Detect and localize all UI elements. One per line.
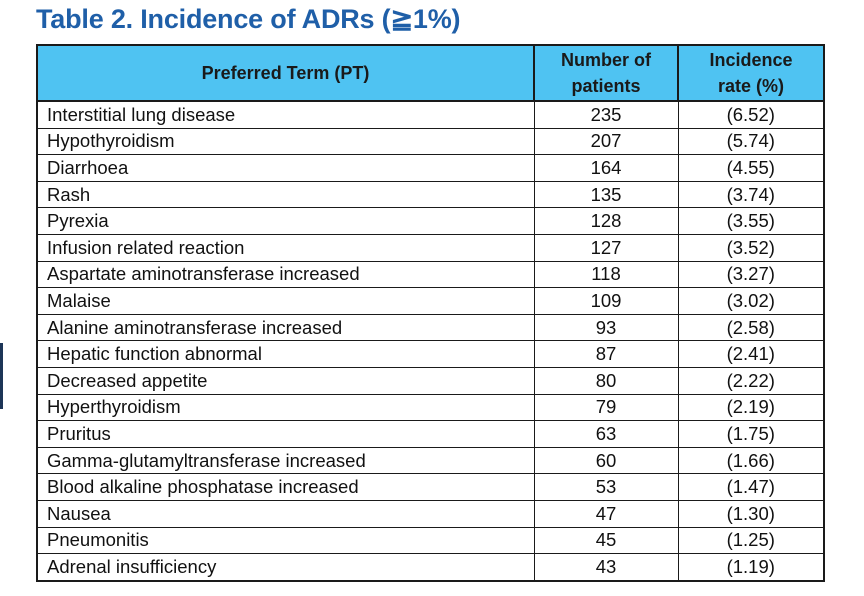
patients-cell: 53 xyxy=(533,473,679,501)
incidence-rate-cell: (6.52) xyxy=(677,100,825,129)
incidence-rate-cell: (1.47) xyxy=(677,473,825,501)
adr-table: Preferred Term (PT) Number of patients I… xyxy=(36,44,825,582)
preferred-term-cell: Pyrexia xyxy=(36,207,535,235)
table-row: Alanine aminotransferase increased 93 (2.5… xyxy=(36,313,825,342)
table-header: Preferred Term (PT) Number of patients I… xyxy=(36,44,825,102)
preferred-term-cell: Alanine aminotransferase increased xyxy=(36,313,535,342)
table-title: Table 2. Incidence of ADRs (≧1%) xyxy=(36,4,461,34)
incidence-rate-cell: (3.55) xyxy=(677,207,825,235)
preferred-term-cell: Decreased appetite xyxy=(36,366,535,395)
preferred-term-cell: Gamma-glutamyltransferase increased xyxy=(36,446,535,475)
preferred-term-cell: Blood alkaline phosphatase increased xyxy=(36,473,535,501)
header-number-line2: patients xyxy=(571,76,641,96)
patients-cell: 47 xyxy=(533,499,679,528)
table-row: Blood alkaline phosphatase increased 53 (1… xyxy=(36,473,825,501)
left-edge-bar xyxy=(0,343,3,409)
patients-cell: 164 xyxy=(533,154,679,182)
preferred-term-cell: Hyperthyroidism xyxy=(36,393,535,422)
table-row: Pyrexia 128 (3.55) xyxy=(36,207,825,235)
incidence-rate-cell: (2.41) xyxy=(677,340,825,368)
header-incidence-rate: Incidence rate (%) xyxy=(677,44,825,102)
preferred-term-cell: Pneumonitis xyxy=(36,526,535,555)
table-row: Infusion related reaction 127 (3.52) xyxy=(36,233,825,262)
table-row: Nausea 47 (1.30) xyxy=(36,499,825,528)
incidence-rate-cell: (1.75) xyxy=(677,420,825,448)
preferred-term-cell: Infusion related reaction xyxy=(36,233,535,262)
table-row: Adrenal insufficiency 43 (1.19) xyxy=(36,553,825,582)
patients-cell: 79 xyxy=(533,393,679,422)
patients-cell: 118 xyxy=(533,260,679,289)
incidence-rate-cell: (4.55) xyxy=(677,154,825,182)
header-number-line1: Number of xyxy=(561,50,651,70)
patients-cell: 207 xyxy=(533,127,679,156)
patients-cell: 109 xyxy=(533,287,679,315)
preferred-term-cell: Nausea xyxy=(36,499,535,528)
table-row: Gamma-glutamyltransferase increased 60 (1.… xyxy=(36,446,825,475)
preferred-term-cell: Hepatic function abnormal xyxy=(36,340,535,368)
table-row: Pruritus 63 (1.75) xyxy=(36,420,825,448)
incidence-rate-cell: (3.52) xyxy=(677,233,825,262)
incidence-rate-cell: (1.25) xyxy=(677,526,825,555)
table-row: Decreased appetite 80 (2.22) xyxy=(36,366,825,395)
incidence-rate-cell: (1.19) xyxy=(677,553,825,582)
header-preferred-term: Preferred Term (PT) xyxy=(36,44,535,102)
table-row: Pneumonitis 45 (1.25) xyxy=(36,526,825,555)
patients-cell: 127 xyxy=(533,233,679,262)
table-row: Interstitial lung disease 235 (6.52) xyxy=(36,100,825,129)
patients-cell: 63 xyxy=(533,420,679,448)
header-row: Preferred Term (PT) Number of patients I… xyxy=(36,44,825,102)
patients-cell: 43 xyxy=(533,553,679,582)
header-rate-line1: Incidence xyxy=(709,50,793,70)
patients-cell: 60 xyxy=(533,446,679,475)
preferred-term-cell: Pruritus xyxy=(36,420,535,448)
patients-cell: 135 xyxy=(533,180,679,209)
incidence-rate-cell: (2.19) xyxy=(677,393,825,422)
incidence-rate-cell: (3.27) xyxy=(677,260,825,289)
table-row: Rash 135 (3.74) xyxy=(36,180,825,209)
preferred-term-cell: Adrenal insufficiency xyxy=(36,553,535,582)
patients-cell: 235 xyxy=(533,100,679,129)
preferred-term-cell: Diarrhoea xyxy=(36,154,535,182)
preferred-term-cell: Malaise xyxy=(36,287,535,315)
incidence-rate-cell: (3.74) xyxy=(677,180,825,209)
patients-cell: 87 xyxy=(533,340,679,368)
table-row: Aspartate aminotransferase increased 118(… xyxy=(36,260,825,289)
patients-cell: 128 xyxy=(533,207,679,235)
table-row: Hepatic function abnormal 87 (2.41) xyxy=(36,340,825,368)
table-row: Hypothyroidism 207 (5.74) xyxy=(36,127,825,156)
incidence-rate-cell: (2.22) xyxy=(677,366,825,395)
preferred-term-cell: Interstitial lung disease xyxy=(36,100,535,129)
incidence-rate-cell: (5.74) xyxy=(677,127,825,156)
table-body: Interstitial lung disease 235 (6.52) Hypoth… xyxy=(36,100,825,582)
incidence-rate-cell: (2.58) xyxy=(677,313,825,342)
incidence-rate-cell: (1.30) xyxy=(677,499,825,528)
table-row: Diarrhoea 164 (4.55) xyxy=(36,154,825,182)
patients-cell: 45 xyxy=(533,526,679,555)
preferred-term-cell: Aspartate aminotransferase increased xyxy=(36,260,535,289)
preferred-term-cell: Rash xyxy=(36,180,535,209)
incidence-rate-cell: (3.02) xyxy=(677,287,825,315)
patients-cell: 93 xyxy=(533,313,679,342)
header-rate-line2: rate (%) xyxy=(717,76,784,96)
table-row: Malaise 109 (3.02) xyxy=(36,287,825,315)
table-row: Hyperthyroidism 79 (2.19) xyxy=(36,393,825,422)
incidence-rate-cell: (1.66) xyxy=(677,446,825,475)
preferred-term-cell: Hypothyroidism xyxy=(36,127,535,156)
header-number-of-patients: Number of patients xyxy=(533,44,679,102)
patients-cell: 80 xyxy=(533,366,679,395)
